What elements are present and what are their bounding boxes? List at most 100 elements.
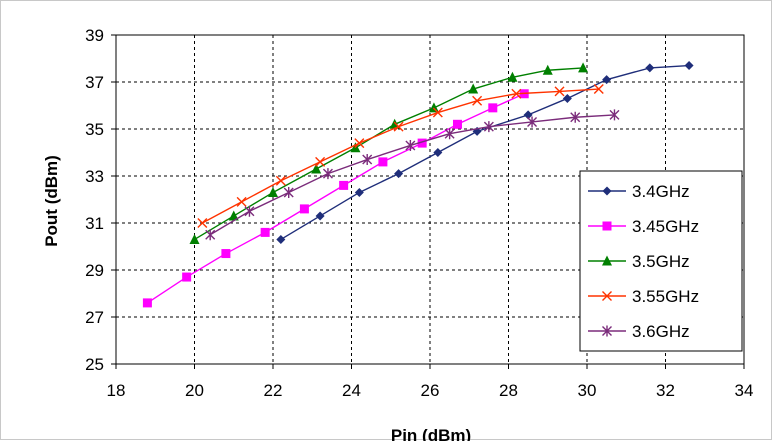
legend-label: 3.55GHz xyxy=(632,287,699,306)
x-tick-label: 28 xyxy=(499,381,518,400)
data-point xyxy=(602,255,612,266)
y-tick-label: 37 xyxy=(85,73,104,92)
x-tick-label: 22 xyxy=(264,381,283,400)
data-point xyxy=(570,111,581,123)
series-3.4GHz xyxy=(276,61,694,244)
data-point xyxy=(362,154,373,166)
data-point xyxy=(468,83,479,94)
series-group xyxy=(142,61,694,308)
data-point xyxy=(542,64,553,75)
series-3.6GHz xyxy=(205,109,620,241)
data-point xyxy=(602,325,612,337)
data-point xyxy=(299,204,309,214)
legend-item: 3.4GHz xyxy=(588,182,690,201)
data-point xyxy=(339,180,349,190)
data-point xyxy=(609,109,620,121)
data-point xyxy=(417,138,427,148)
x-tick-label: 32 xyxy=(656,381,675,400)
data-point xyxy=(389,118,400,129)
series-3.5GHz xyxy=(189,62,589,244)
legend-item: 3.55GHz xyxy=(588,287,699,306)
series-line xyxy=(202,88,599,224)
data-point xyxy=(562,93,572,103)
data-point xyxy=(602,75,612,85)
data-point xyxy=(444,128,455,140)
data-point xyxy=(405,139,416,151)
legend-label: 3.45GHz xyxy=(632,217,699,236)
data-point xyxy=(182,272,192,282)
axes xyxy=(111,34,745,369)
series-3.45GHz xyxy=(142,89,529,308)
data-point xyxy=(354,138,365,149)
x-tick-label: 26 xyxy=(421,381,440,400)
data-point xyxy=(205,229,216,241)
series-line xyxy=(147,93,525,304)
data-point xyxy=(428,102,439,113)
data-point xyxy=(602,291,612,301)
y-tick-label: 33 xyxy=(85,167,104,186)
data-point xyxy=(684,61,694,71)
data-point xyxy=(244,205,255,217)
data-point xyxy=(268,186,278,197)
data-point xyxy=(260,227,270,237)
x-tick-label: 20 xyxy=(185,381,204,400)
data-point xyxy=(645,63,655,73)
legend-item: 3.45GHz xyxy=(588,217,699,236)
y-tick-label: 27 xyxy=(85,308,104,327)
y-tick-label: 35 xyxy=(85,120,104,139)
data-point xyxy=(393,121,404,132)
data-point xyxy=(197,218,208,228)
data-point xyxy=(378,157,388,167)
data-point xyxy=(189,233,200,244)
x-axis-title: Pin (dBm) xyxy=(391,426,471,441)
data-point xyxy=(228,210,239,221)
legend-label: 3.6GHz xyxy=(632,322,690,341)
series-3.55GHz xyxy=(197,84,604,228)
data-point xyxy=(275,175,286,186)
data-point xyxy=(593,84,604,95)
data-point xyxy=(354,187,364,197)
y-tick-label: 29 xyxy=(85,261,104,280)
data-point xyxy=(311,163,322,174)
series-line xyxy=(209,114,615,236)
x-tick-label: 24 xyxy=(342,381,361,400)
legend-item: 3.6GHz xyxy=(588,322,690,341)
y-tick-label: 31 xyxy=(85,214,104,233)
data-point xyxy=(433,148,443,157)
legend-label: 3.5GHz xyxy=(632,252,690,271)
data-point xyxy=(511,88,522,99)
data-point xyxy=(283,186,294,198)
data-point xyxy=(488,103,498,113)
data-point xyxy=(236,196,247,207)
data-point xyxy=(142,298,152,308)
data-point xyxy=(276,234,286,244)
x-tick-label: 34 xyxy=(735,381,754,400)
data-point xyxy=(483,121,494,133)
y-tick-label: 25 xyxy=(85,355,104,374)
data-point xyxy=(432,107,443,118)
data-point xyxy=(315,156,326,167)
legend-item: 3.5GHz xyxy=(588,252,690,271)
data-point xyxy=(322,168,333,180)
data-point xyxy=(578,62,589,73)
x-tick-label: 18 xyxy=(107,381,126,400)
y-axis-title: Pout (dBm) xyxy=(42,155,61,247)
data-point xyxy=(472,95,483,106)
y-tick-label: 39 xyxy=(85,26,104,45)
data-point xyxy=(507,71,518,82)
data-point xyxy=(221,249,231,259)
data-point xyxy=(315,211,325,221)
legend-label: 3.4GHz xyxy=(632,182,690,201)
data-point xyxy=(394,169,404,179)
data-point xyxy=(602,221,612,231)
data-point xyxy=(452,119,462,129)
x-tick-label: 30 xyxy=(578,381,597,400)
data-point xyxy=(554,86,565,97)
tick-labels: 18 20 22 24 26 28 30 32 34 25 27 29 31 33 35 37 39 xyxy=(85,26,753,400)
data-point xyxy=(523,110,533,120)
data-point xyxy=(527,116,538,128)
data-point xyxy=(602,186,612,196)
legend: 3.4GHz 3.45GHz 3.5GHz 3.55GHz 3.6GHz xyxy=(579,170,743,352)
